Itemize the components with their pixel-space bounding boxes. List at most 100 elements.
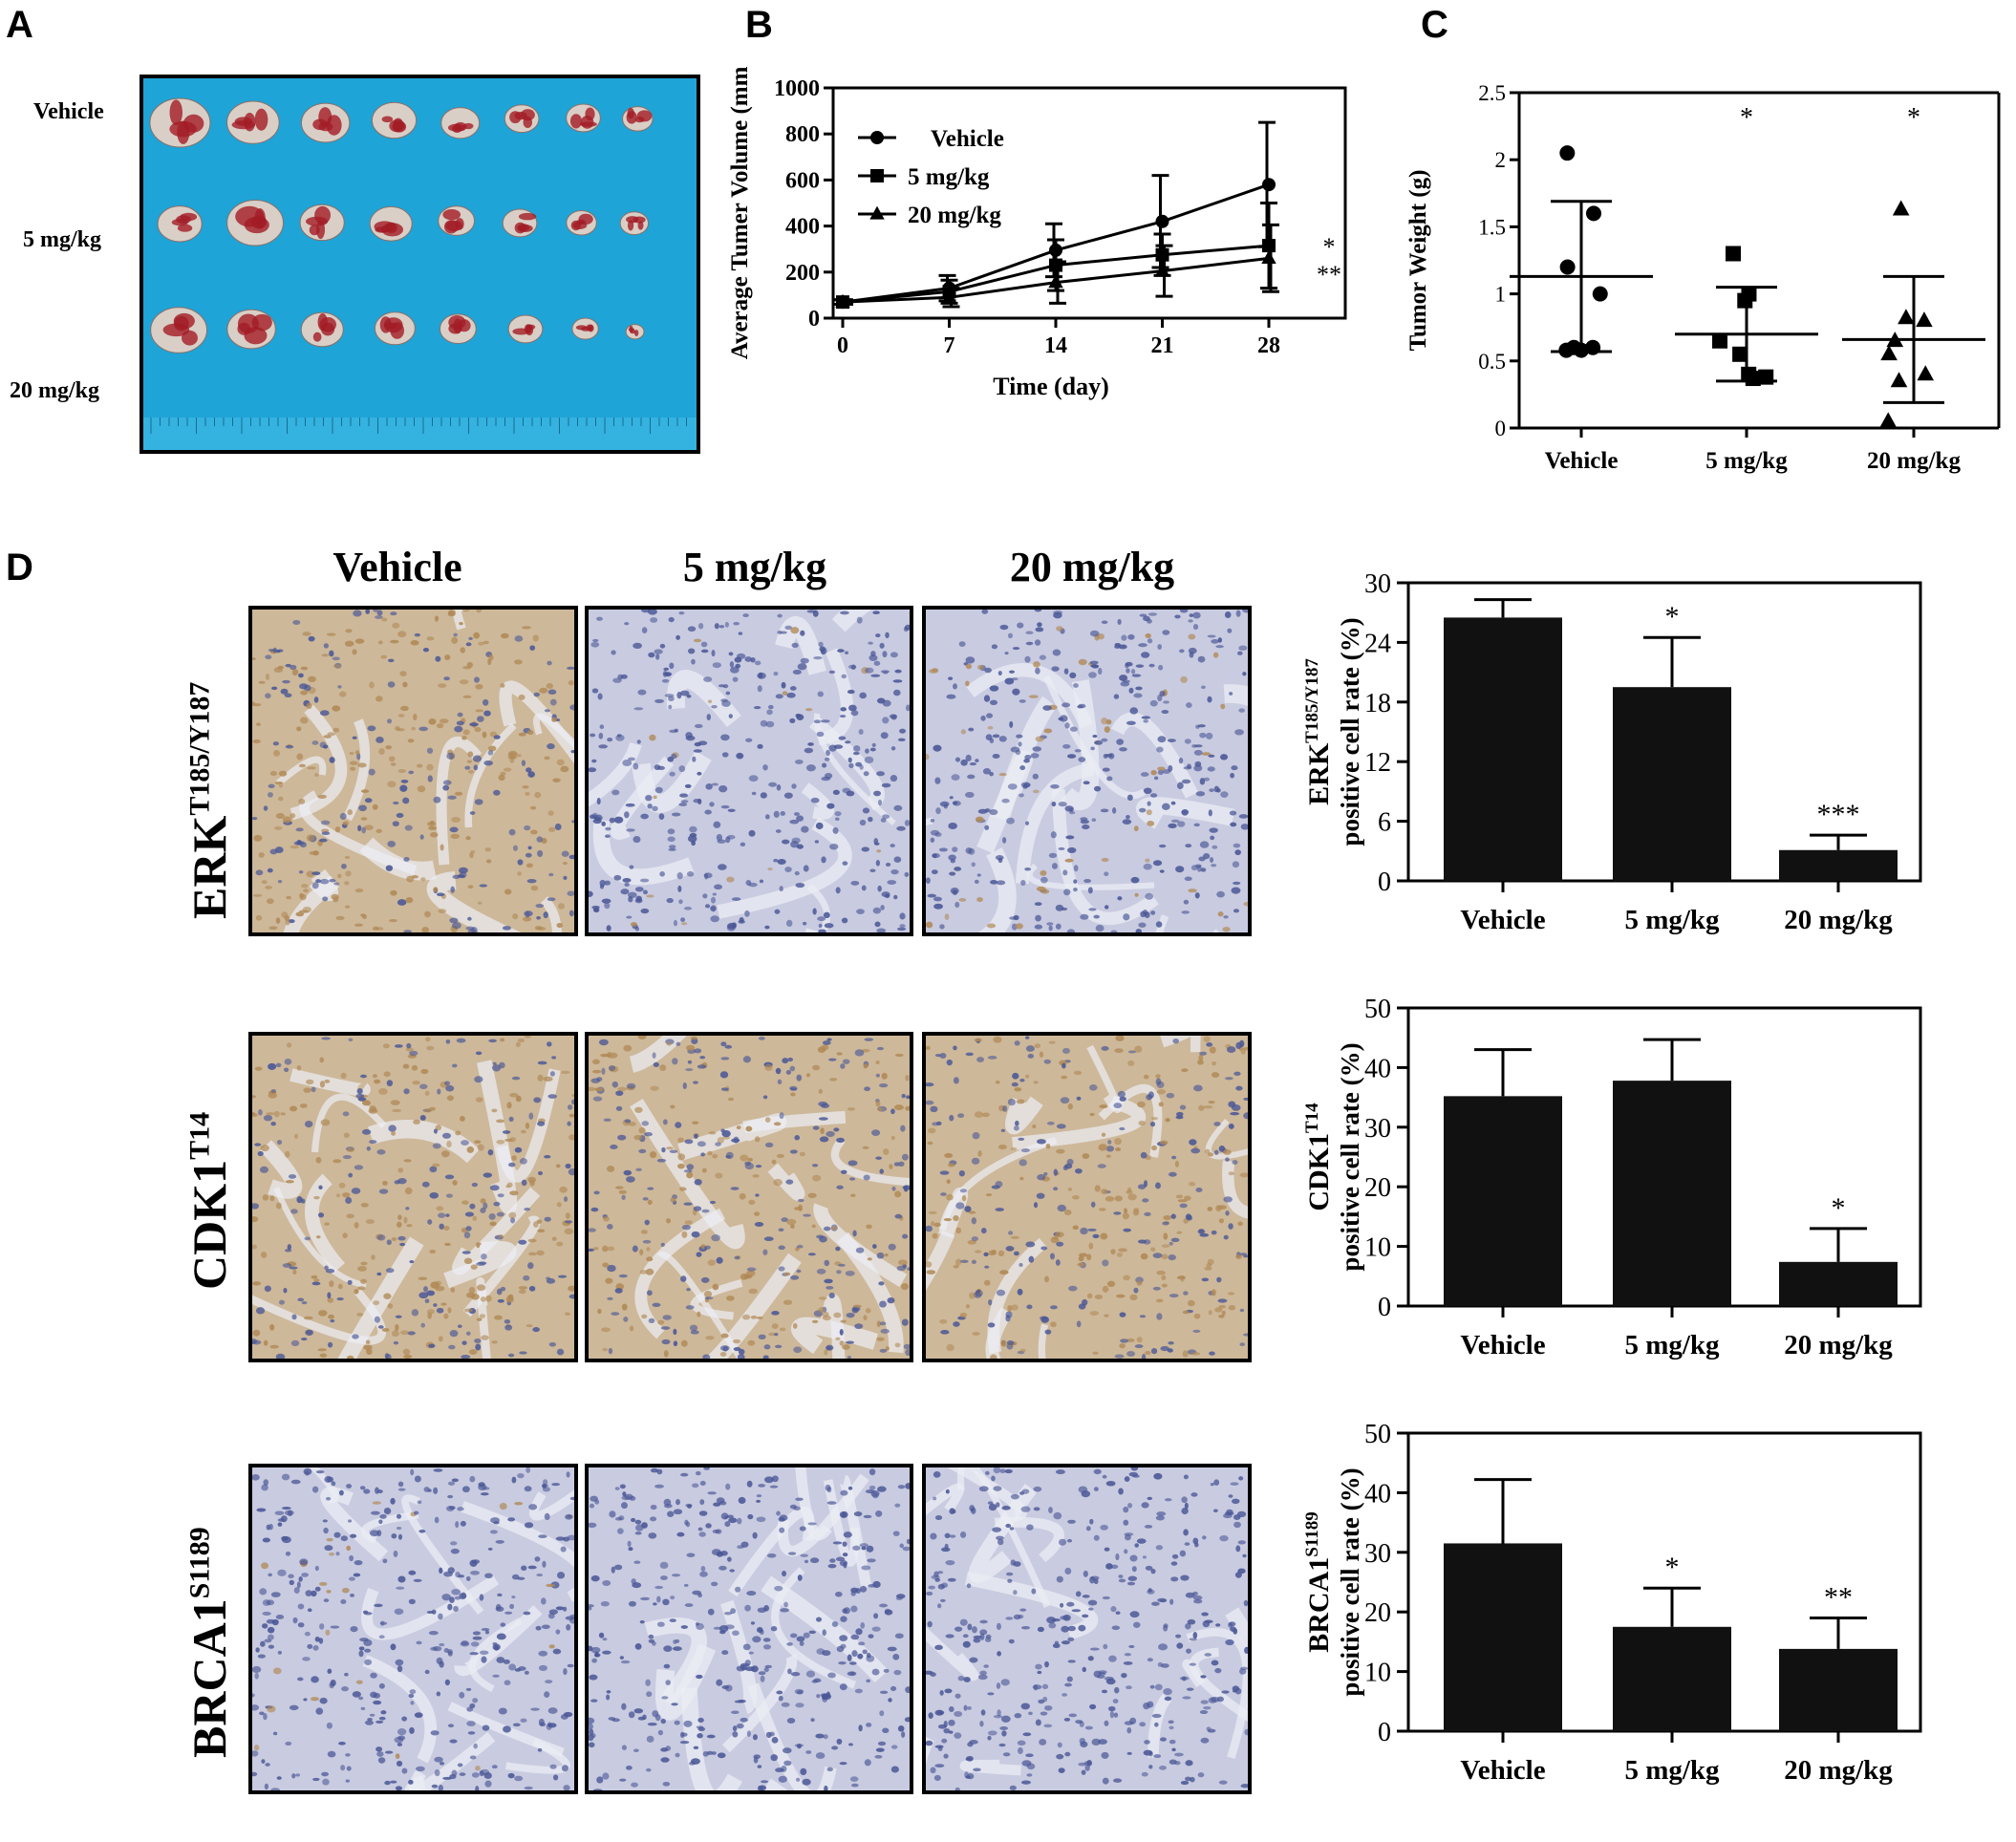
ihc-nucleus xyxy=(603,1118,611,1122)
ihc-nucleus xyxy=(479,1594,484,1601)
ihc-nucleus xyxy=(366,1348,373,1355)
ihc-nucleus xyxy=(890,1135,895,1141)
ihc-nucleus xyxy=(557,1572,566,1579)
ihc-nucleus xyxy=(992,734,1000,739)
ihc-nucleus xyxy=(748,1199,756,1206)
significance-annotation: * xyxy=(1832,1192,1846,1224)
ihc-nucleus xyxy=(400,779,409,783)
ihc-nucleus xyxy=(750,1621,756,1625)
ihc-nucleus xyxy=(735,1586,741,1593)
ihc-nucleus xyxy=(824,923,834,929)
ihc-nucleus xyxy=(1019,765,1026,771)
ihc-nucleus xyxy=(470,1571,480,1575)
ihc-stroma xyxy=(947,1467,1027,1522)
ihc-nucleus xyxy=(960,759,968,766)
ihc-nucleus xyxy=(1143,787,1152,795)
ihc-nucleus xyxy=(836,1052,843,1056)
ihc-nucleus xyxy=(635,1167,642,1172)
ihc-stroma xyxy=(1005,1096,1043,1135)
ihc-nucleus xyxy=(989,738,995,744)
ihc-nucleus xyxy=(375,1746,383,1752)
ihc-nucleus xyxy=(649,1151,657,1159)
ihc-nucleus xyxy=(1161,1283,1168,1288)
ihc-nucleus xyxy=(484,1630,490,1635)
ihc-nucleus xyxy=(352,649,357,655)
ihc-nucleus xyxy=(589,1604,594,1608)
ihc-nucleus xyxy=(548,1644,555,1649)
ihc-nucleus xyxy=(755,1165,762,1168)
ihc-stroma xyxy=(273,1187,367,1289)
ihc-nucleus xyxy=(859,1543,869,1548)
ihc-nucleus xyxy=(725,1483,731,1490)
ihc-nucleus xyxy=(382,1180,388,1186)
ihc-nucleus xyxy=(845,1270,855,1276)
ihc-nucleus xyxy=(839,1329,844,1336)
ihc-nucleus xyxy=(762,1355,769,1359)
ihc-nucleus xyxy=(393,1550,398,1557)
ihc-nucleus xyxy=(252,1112,258,1118)
ihc-nucleus xyxy=(762,1249,768,1255)
ihc-nucleus xyxy=(327,1292,332,1299)
ihc-nucleus xyxy=(541,1597,547,1605)
ihc-stroma xyxy=(451,610,466,631)
ihc-nucleus xyxy=(568,680,574,686)
ihc-nucleus xyxy=(852,1545,861,1551)
tumor-blood-spot xyxy=(585,107,595,121)
ihc-nucleus xyxy=(402,1348,411,1356)
ihc-nucleus xyxy=(762,1095,768,1100)
ihc-nucleus xyxy=(1134,892,1139,897)
x-tick-label: 20 mg/kg xyxy=(1784,905,1893,935)
tumor-blood-spot xyxy=(518,212,537,221)
ihc-nucleus xyxy=(779,1327,786,1332)
ihc-nucleus xyxy=(1045,1144,1051,1149)
tumor-blood-spot xyxy=(523,116,533,129)
ihc-nucleus xyxy=(569,1614,574,1618)
ihc-nucleus xyxy=(1082,1153,1090,1160)
ihc-nucleus xyxy=(469,811,476,815)
ihc-nucleus xyxy=(1127,1050,1137,1054)
ihc-nucleus xyxy=(1078,658,1087,666)
ihc-nucleus xyxy=(602,1216,611,1222)
ihc-nucleus xyxy=(318,1310,328,1317)
ihc-nucleus xyxy=(1062,1693,1068,1697)
ihc-nucleus xyxy=(288,1510,293,1517)
ihc-nucleus xyxy=(455,1521,460,1529)
ihc-nucleus xyxy=(831,1620,839,1628)
ihc-nucleus xyxy=(1228,1223,1233,1230)
ihc-nucleus xyxy=(987,1056,997,1060)
tumor-blood-spot xyxy=(633,329,639,337)
ihc-nucleus xyxy=(854,1688,863,1694)
ihc-nucleus xyxy=(905,1349,910,1357)
y-axis-marker-label: ERKT185/Y187 xyxy=(1302,658,1335,805)
ihc-nucleus xyxy=(1233,1521,1241,1529)
ihc-nucleus xyxy=(987,1501,994,1505)
ihc-nucleus xyxy=(641,1121,650,1126)
ihc-nucleus xyxy=(947,1163,955,1167)
ihc-nucleus xyxy=(852,751,860,756)
ihc-nucleus xyxy=(551,1236,557,1241)
ihc-nucleus xyxy=(1152,1286,1161,1291)
ihc-nucleus xyxy=(976,1057,985,1062)
ihc-nucleus xyxy=(673,1509,683,1515)
ihc-nucleus xyxy=(835,1246,841,1252)
ihc-nucleus xyxy=(646,1290,653,1296)
ihc-nucleus xyxy=(1026,1304,1033,1310)
ihc-nucleus xyxy=(272,1731,278,1736)
ihc-nucleus xyxy=(729,661,735,668)
data-point xyxy=(1261,249,1276,264)
ihc-nucleus xyxy=(868,641,873,645)
ihc-nucleus xyxy=(1048,852,1058,859)
ihc-nucleus xyxy=(273,749,280,757)
ihc-nucleus xyxy=(1230,822,1237,827)
ihc-nucleus xyxy=(566,1471,570,1478)
ihc-nucleus xyxy=(1088,908,1097,911)
ihc-nucleus xyxy=(364,1648,372,1653)
ihc-nucleus xyxy=(729,1569,735,1573)
ihc-nucleus xyxy=(508,1211,517,1219)
ihc-nucleus xyxy=(948,854,956,861)
ihc-nucleus xyxy=(1094,1185,1101,1192)
ihc-nucleus xyxy=(1150,910,1156,915)
ihc-nucleus xyxy=(351,1188,361,1194)
ihc-nucleus xyxy=(1182,1350,1189,1358)
ihc-nucleus xyxy=(1210,835,1215,841)
